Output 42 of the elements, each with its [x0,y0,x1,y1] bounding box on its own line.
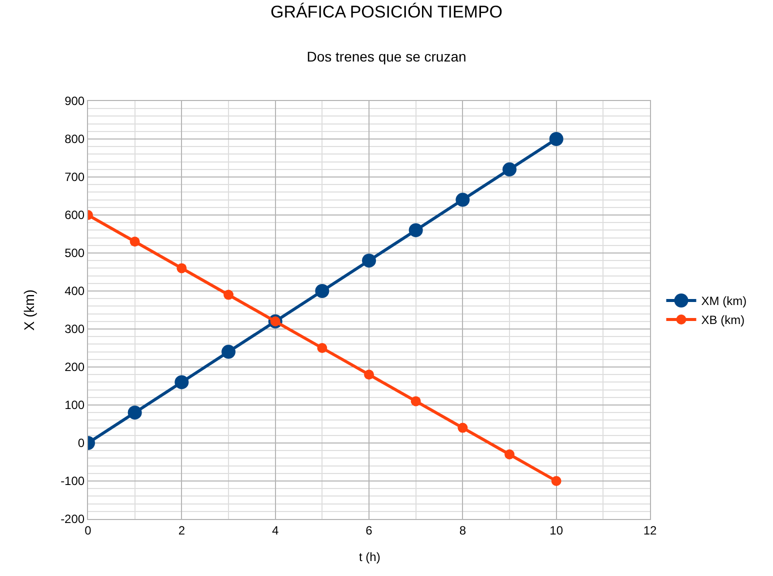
y-axis-title: X (km) [21,289,38,331]
point [128,406,142,420]
x-tick-label: 6 [366,523,373,538]
y-tick-label: 600 [64,208,85,222]
point [224,290,234,300]
x-axis-title: t (h) [359,550,380,564]
x-tick-label: 8 [459,523,466,538]
point [174,375,189,390]
y-tick-label: 200 [64,360,85,374]
point [549,132,564,146]
legend-label: XB (km) [701,313,745,328]
y-tick-label: 900 [64,94,85,108]
y-tick-label: 500 [64,246,85,260]
point [222,344,236,359]
x-tick-label: 4 [272,523,279,538]
point [362,254,376,268]
point [317,343,328,353]
y-tick-label: -200 [60,512,85,526]
point [551,476,562,486]
point [410,396,421,406]
point [315,284,330,298]
chart-title: GRÁFICA POSICIÓN TIEMPO [270,2,503,22]
y-tick-label: 100 [64,398,85,412]
point [176,263,187,274]
x-tick-label: 2 [178,523,186,538]
point [130,236,140,247]
chart-subtitle: Dos trenes que se cruzan [306,48,466,64]
y-tick-label: 700 [64,170,85,184]
y-tick-label: 300 [64,322,85,336]
y-tick-label: 400 [64,284,85,298]
legend-label: XM (km) [701,294,747,308]
point [504,449,514,460]
x-tick-label: 10 [550,523,564,538]
point [408,223,423,238]
point [502,162,516,176]
y-tick-label: -100 [60,474,85,488]
y-tick-label: 800 [64,132,85,146]
x-tick-label: 12 [643,523,657,538]
point [364,370,374,380]
point [456,192,470,207]
point [458,422,468,433]
y-tick-label: 0 [78,436,85,450]
